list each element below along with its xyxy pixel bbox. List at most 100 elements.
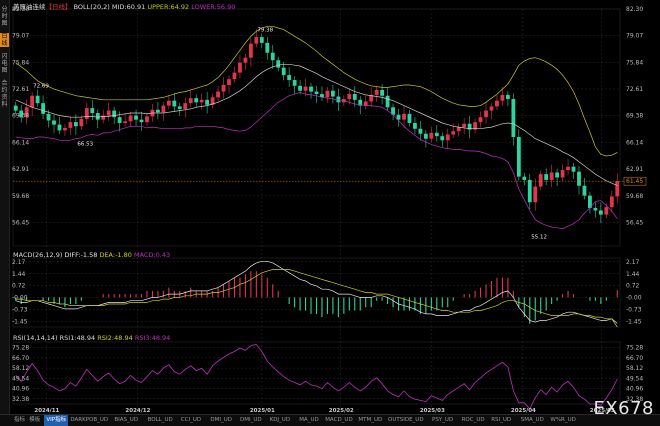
candle-body (402, 113, 406, 120)
candle-body (90, 108, 95, 114)
candle-body (177, 106, 182, 109)
indicator-tab-10[interactable]: MA_UD (299, 417, 319, 423)
candle-body (41, 103, 45, 114)
main-price-tick-left: 66.14 (12, 139, 29, 146)
candle-body (73, 122, 78, 127)
candle-body (467, 123, 472, 130)
main-price-tick-left: 69.38 (12, 113, 29, 120)
candle-body (128, 115, 133, 122)
boll-lower-line (15, 92, 618, 230)
main-price-tick-right: 56.45 (626, 219, 643, 226)
candle-body (248, 43, 253, 58)
candle-body (145, 116, 149, 123)
indicator-tab-7[interactable]: DMI_UD (210, 417, 233, 423)
indicator-tab-13[interactable]: OUTSIDE_UD (388, 417, 424, 423)
candle-body (566, 166, 570, 171)
indicator-tab-16[interactable]: RSI_UD (491, 417, 512, 423)
indicator-tab-15[interactable]: ROC_UD (461, 417, 485, 423)
indicator-tab-14[interactable]: PSY_UD (432, 417, 454, 423)
macd-diff-line (15, 260, 618, 324)
candle-body (161, 105, 166, 113)
candle-body (84, 108, 89, 119)
candle-body (254, 37, 259, 44)
left-tab-2[interactable]: 闪电图 (1, 53, 8, 74)
candle-body (210, 97, 215, 105)
candle-body (527, 179, 532, 203)
candle-body (505, 94, 510, 100)
candle-body (440, 136, 445, 141)
left-tab-3[interactable]: 合约资料 (1, 80, 8, 108)
indicator-tab-3[interactable]: DARKPOB_UD (70, 417, 109, 423)
candle-body (478, 117, 483, 123)
candle-body (330, 90, 335, 97)
indicator-tab-11[interactable]: MACD_UD (325, 417, 353, 423)
main-price-tick-right: 62.91 (626, 166, 643, 173)
candle-body (588, 195, 592, 209)
candle-body (183, 103, 188, 109)
main-price-tick-right: 72.61 (626, 86, 643, 93)
candle-body (292, 80, 297, 86)
candle-body (232, 72, 237, 80)
rsi-label: RSI(14,14,14) (13, 334, 58, 342)
rsi-tick-left: 32.38 (12, 396, 29, 403)
candle-body (352, 94, 357, 100)
left-tab-0[interactable]: 分时图 (1, 6, 8, 27)
main-frame (12, 8, 621, 247)
candle-body (68, 122, 73, 128)
candle-body (385, 95, 390, 108)
left-tab-1[interactable]: 日线 (0, 33, 9, 47)
macd-dea-line (15, 269, 618, 328)
rsi2-value: RSI2:48.94 (97, 334, 133, 342)
indicator-tab-4[interactable]: BIAS_UD (114, 417, 139, 423)
indicator-tab-18[interactable]: W%R_UD (550, 417, 576, 423)
indicator-tab-1[interactable]: 模板 (29, 417, 41, 423)
rsi-tick-right: 32.38 (626, 396, 643, 403)
macd-tick-right: -1.45 (626, 318, 642, 325)
main-price-tick-left: 82.30 (12, 6, 29, 13)
boll-upper: UPPER:64.92 (147, 3, 190, 11)
candle-body (134, 115, 138, 120)
indicator-tab-2[interactable]: VIP指标 (44, 415, 69, 426)
indicator-tab-8[interactable]: DMI_UD (240, 417, 262, 423)
indicator-tab-bar: 指标 模板 VIP指标 DARKPOB_UD BIAS_UD BOLL_UD CCI_UD D… (0, 414, 660, 426)
candle-body (205, 99, 210, 105)
annotation-low: 55.12 (531, 235, 547, 241)
candle-body (265, 42, 270, 53)
candle-body (522, 176, 527, 180)
main-header: 美原油连续【日线】 BOLL(20,2) MID:60.91 UPPER:64.… (13, 1, 235, 11)
rsi-tick-right: 75.28 (626, 345, 643, 352)
main-price-tick-right: 79.07 (626, 33, 643, 40)
indicator-tab-5[interactable]: BOLL_UD (147, 417, 173, 423)
macd-dea: DEA:-1.80 (99, 251, 132, 259)
indicator-tab-9[interactable]: KDJ_UD (269, 417, 291, 423)
candle-body (598, 210, 603, 215)
macd-tick-left: -0.00 (12, 294, 28, 301)
candle-body (571, 166, 576, 172)
candle-body (52, 120, 56, 125)
main-price-tick-left: 75.84 (12, 59, 29, 66)
candle-body (615, 181, 620, 197)
indicator-tab-6[interactable]: CCI_UD (180, 417, 202, 423)
candle-body (281, 67, 286, 76)
candle-body (172, 100, 177, 107)
candle-body (544, 174, 549, 180)
macd-tick-left: -0.73 (12, 306, 28, 313)
rsi3-value: RSI3:48.94 (134, 334, 171, 342)
candle-body (259, 37, 264, 43)
candle-body (516, 136, 521, 177)
candle-body (243, 57, 248, 63)
candle-body (123, 121, 128, 123)
candle-body (35, 95, 40, 104)
candle-body (511, 99, 516, 137)
time-axis-tick: 2025/01 (250, 408, 275, 414)
candle-body (221, 84, 226, 92)
main-price-tick-right: 69.38 (626, 113, 643, 120)
candle-body (57, 124, 62, 131)
candle-body (489, 106, 494, 111)
indicator-tab-0[interactable]: 指标 (14, 417, 26, 423)
indicator-tab-12[interactable]: MTM_UD (358, 417, 383, 423)
indicator-tab-17[interactable]: SMA_UD (520, 417, 544, 423)
candle-body (298, 85, 303, 91)
macd-diff: DIFF:-1.58 (64, 251, 98, 259)
candle-body (314, 91, 319, 95)
